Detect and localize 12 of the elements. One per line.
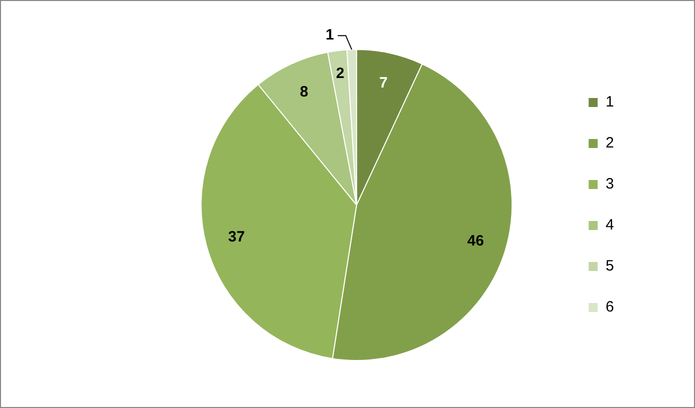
legend-label: 1 [606,94,614,111]
data-label: 37 [228,228,245,246]
legend-label: 2 [606,134,614,152]
legend-label: 6 [606,298,614,316]
data-label: 46 [467,232,484,250]
legend-label: 5 [606,258,614,275]
legend-label: 3 [606,176,614,193]
data-label: 8 [300,83,308,100]
legend-label: 4 [606,216,614,234]
data-label: 2 [336,64,344,82]
data-label: 7 [379,74,388,92]
data-label: 1 [326,26,334,44]
